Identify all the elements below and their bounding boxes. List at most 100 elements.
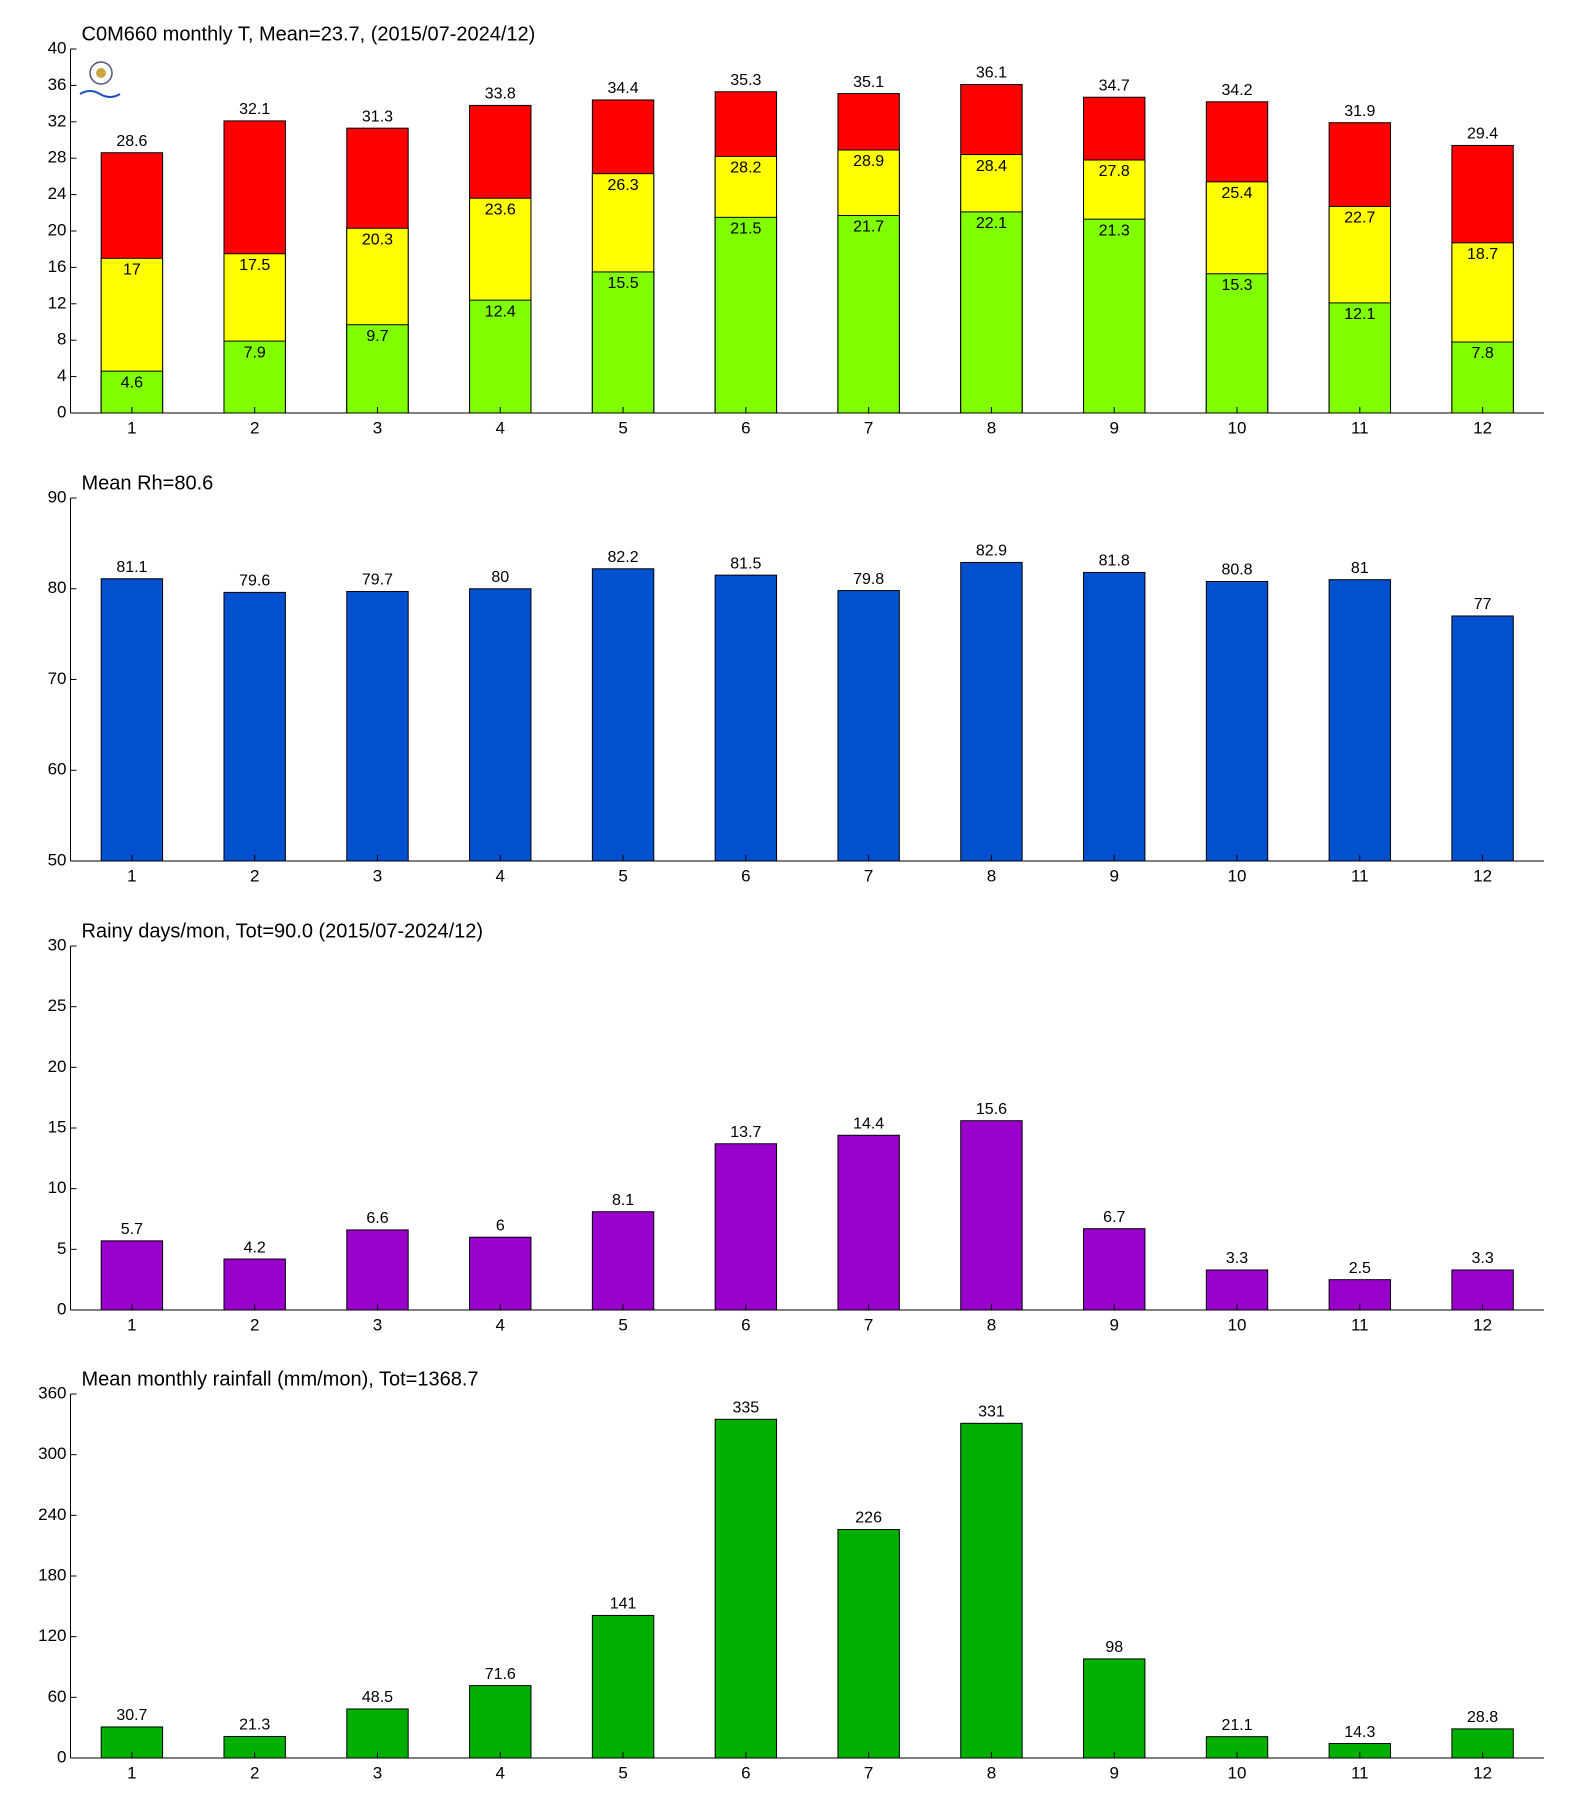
chart-title: Mean monthly rainfall (mm/mon), Tot=1368… [82,1368,479,1390]
x-tick-label: 7 [864,866,873,885]
value-label: 17 [123,262,141,279]
bar [837,1134,900,1311]
bar [714,216,778,414]
bar [960,1120,1023,1311]
value-label: 26.3 [607,177,638,194]
y-tick-label: 8 [57,330,66,349]
bar [837,590,900,862]
value-label: 82.9 [976,543,1007,560]
x-tick-label: 1 [127,1315,136,1334]
bar [1451,615,1514,862]
value-label: 98 [1105,1639,1123,1656]
value-label: 81.1 [116,559,147,576]
value-label: 80.8 [1221,562,1252,579]
bar [1205,1269,1269,1311]
x-tick-label: 10 [1228,866,1247,885]
value-label: 21.1 [1221,1717,1252,1734]
x-tick-label: 12 [1473,418,1492,437]
bar [960,211,1023,414]
value-label: 28.4 [976,158,1007,175]
x-tick-label: 2 [250,1763,259,1782]
value-label: 2.5 [1349,1260,1371,1277]
x-tick-label: 11 [1351,1763,1369,1782]
value-label: 20.3 [362,231,393,248]
bar [1205,580,1269,862]
bar [346,1708,409,1759]
x-tick-label: 3 [373,1763,382,1782]
bar [1205,273,1269,414]
value-label: 6.7 [1103,1209,1125,1226]
x-tick-label: 10 [1228,418,1247,437]
x-tick-label: 12 [1473,1315,1492,1334]
y-tick-label: 20 [48,220,67,239]
x-tick-label: 9 [1109,1315,1118,1334]
chart-title: Mean Rh=80.6 [82,472,214,494]
x-tick-label: 8 [987,1763,996,1782]
y-tick-label: 360 [38,1383,66,1402]
value-label: 7.8 [1471,345,1493,362]
bar [100,1240,164,1311]
value-label: 21.5 [730,221,761,238]
y-tick-label: 300 [38,1444,66,1463]
x-tick-label: 11 [1351,418,1369,437]
y-tick-label: 25 [48,996,67,1015]
y-tick-label: 30 [48,935,67,954]
value-label: 35.1 [853,74,884,91]
value-label: 17.5 [239,257,270,274]
y-tick-label: 36 [48,75,67,94]
x-tick-label: 2 [250,866,259,885]
x-tick-label: 6 [741,418,750,437]
y-tick-label: 50 [48,850,67,869]
y-tick-label: 120 [38,1626,66,1645]
bar [591,1211,655,1311]
value-label: 6.6 [366,1210,388,1227]
value-label: 81 [1351,560,1369,577]
bar [346,590,409,862]
value-label: 14.4 [853,1115,884,1132]
y-tick-label: 24 [48,184,67,203]
y-tick-label: 0 [57,1299,66,1318]
x-tick-label: 5 [618,1763,627,1782]
bar [1328,579,1392,862]
bar [1328,302,1392,414]
value-label: 81.5 [730,555,761,572]
value-label: 34.2 [1221,82,1252,99]
bar [591,271,655,414]
value-label: 32.1 [239,101,270,118]
value-label: 25.4 [1221,185,1252,202]
x-tick-label: 12 [1473,866,1492,885]
value-label: 28.8 [1467,1709,1498,1726]
value-label: 21.3 [239,1717,270,1734]
y-tick-label: 240 [38,1505,66,1524]
y-tick-label: 40 [48,38,67,57]
x-tick-label: 4 [496,1763,505,1782]
logo [79,61,121,98]
bar [714,1418,778,1759]
value-label: 77 [1474,596,1492,613]
value-label: 18.7 [1467,246,1498,263]
value-label: 28.9 [853,153,884,170]
x-tick-label: 11 [1351,866,1369,885]
value-label: 81.8 [1099,553,1130,570]
chart-title: C0M660 monthly T, Mean=23.7, (2015/07-20… [82,23,536,45]
bar [1451,341,1514,414]
value-label: 6 [496,1217,505,1234]
value-label: 48.5 [362,1689,393,1706]
x-tick-label: 8 [987,866,996,885]
x-tick-label: 7 [864,1763,873,1782]
bar [1083,1228,1146,1311]
bar [1083,218,1146,414]
bar [960,561,1023,862]
y-tick-label: 12 [48,293,67,312]
x-tick-label: 4 [496,866,505,885]
y-tick-label: 15 [48,1117,67,1136]
x-tick-label: 8 [987,1315,996,1334]
x-tick-label: 7 [864,418,873,437]
value-label: 3.3 [1226,1250,1248,1267]
value-label: 4.2 [244,1239,266,1256]
chart-title: Rainy days/mon, Tot=90.0 (2015/07-2024/1… [82,920,484,942]
bar [1083,571,1146,862]
y-tick-label: 60 [48,760,67,779]
bar [346,1229,409,1311]
